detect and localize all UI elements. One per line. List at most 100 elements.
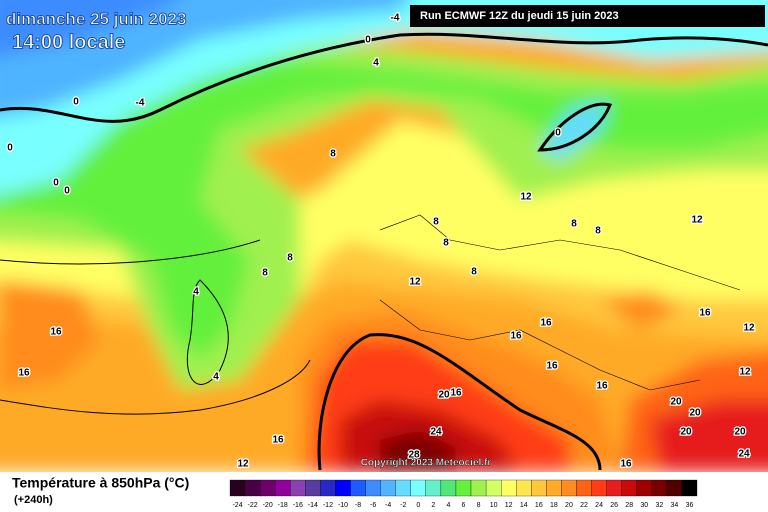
legend-title: Température à 850hPa (°C) <box>12 475 189 491</box>
colorbar-swatch <box>259 479 276 497</box>
colorbar-swatch <box>516 479 532 497</box>
contour-label: 0 <box>73 97 79 108</box>
temperature-field <box>0 0 768 472</box>
contour-label: 16 <box>272 435 284 446</box>
contour-label: 0 <box>53 178 59 189</box>
colorbar-tick-label: -10 <box>338 502 348 509</box>
isotherms <box>0 32 768 471</box>
colorbar-tick-label: -16 <box>293 502 303 509</box>
forecast-date: dimanche 25 juin 2023 <box>6 9 186 28</box>
colorbar-swatch <box>229 479 246 497</box>
colorbar-tick-label: 18 <box>550 502 558 509</box>
forecast-time: 14:00 locale <box>12 31 125 53</box>
contour-label: 4 <box>193 287 199 298</box>
colorbar-swatch <box>531 479 547 497</box>
contour-label: 16 <box>699 308 711 319</box>
contour-label: 20 <box>734 427 746 438</box>
colorbar-tick-label: -22 <box>248 502 258 509</box>
colorbar-tick-label: 4 <box>446 502 450 509</box>
colorbar-tick-label: -14 <box>308 502 318 509</box>
colorbar-tick-label: 26 <box>610 502 618 509</box>
colorbar-swatch <box>410 479 426 497</box>
colorbar-swatch <box>470 479 487 497</box>
contour-label: 20 <box>680 427 692 438</box>
colorbar-tick-label: -20 <box>263 502 273 509</box>
colorbar-swatch <box>455 479 472 497</box>
colorbar-tick-label: 28 <box>625 502 633 509</box>
colorbar-tick-label: 32 <box>655 502 663 509</box>
colorbar-swatch <box>501 479 517 497</box>
colorbar-tick-label: 6 <box>462 502 466 509</box>
colorbar-tick-label: -6 <box>370 502 376 509</box>
contour-label: 4 <box>373 58 379 69</box>
contour-label: 24 <box>430 427 442 438</box>
colorbar-tick-label: 14 <box>520 502 528 509</box>
colorbar-tick-label: 22 <box>580 502 588 509</box>
colorbar-swatch <box>621 479 637 497</box>
contour-label: 12 <box>520 192 532 203</box>
colorbar-swatch <box>485 479 502 497</box>
contour-label: 8 <box>330 149 336 160</box>
contour-label: 8 <box>571 219 577 230</box>
colorbar-swatch <box>290 479 306 497</box>
colorbar-swatch <box>335 479 351 497</box>
contour-label: 20 <box>689 408 701 419</box>
colorbar-swatch <box>546 479 562 497</box>
colorbar-tick-label: 2 <box>431 502 435 509</box>
colorbar-swatch <box>320 479 336 497</box>
colorbar-tick-label: 0 <box>416 502 420 509</box>
contour-label: 12 <box>739 367 751 378</box>
contour-label: 28 <box>408 450 420 461</box>
colorbar-tick-label: 16 <box>535 502 543 509</box>
colorbar-swatch <box>275 479 291 497</box>
contour-label: 8 <box>595 226 601 237</box>
colorbar-swatch <box>380 479 396 497</box>
contour-label: 8 <box>287 253 293 264</box>
colorbar-swatch <box>606 479 622 497</box>
contour-label: 8 <box>471 267 477 278</box>
contour-label: -4 <box>391 13 400 24</box>
colorbar-swatch <box>244 479 261 497</box>
colorbar-swatch <box>636 479 652 497</box>
contour-label: 16 <box>450 388 462 399</box>
colorbar-swatch <box>395 479 411 497</box>
colorbar-tick-label: -2 <box>400 502 406 509</box>
colorbar-tick-label: -4 <box>385 502 391 509</box>
colorbar-swatch <box>576 479 592 497</box>
colorbar-tick-label: -24 <box>232 502 242 509</box>
colorbar-tick-label: 30 <box>640 502 648 509</box>
contour-label: 8 <box>262 268 268 279</box>
contour-label: 16 <box>50 327 62 338</box>
colorbar-swatch <box>591 479 607 497</box>
colorbar-tick-label: -12 <box>323 502 333 509</box>
contour-label: 8 <box>433 217 439 228</box>
colorbar-tick-label: -8 <box>355 502 361 509</box>
colorbar-swatch <box>561 479 577 497</box>
colorbar-swatch <box>305 479 321 497</box>
contour-label: 4 <box>213 372 219 383</box>
contour-label: 12 <box>691 215 703 226</box>
contour-label: 16 <box>18 368 30 379</box>
run-box <box>410 5 765 27</box>
colorbar-tick-label: 8 <box>477 502 481 509</box>
contour-label: 12 <box>237 459 249 470</box>
colorbar-swatch <box>666 479 683 497</box>
contour-label: 16 <box>510 331 522 342</box>
contour-label: 20 <box>670 397 682 408</box>
colorbar-tick-label: 10 <box>490 502 498 509</box>
contour-label: 12 <box>743 323 755 334</box>
colorbar-tick-label: 12 <box>505 502 513 509</box>
contour-label: 0 <box>555 128 561 139</box>
contour-label: 0 <box>64 186 70 197</box>
colorbar: -24 -22 -20 -18 -16 -14 -12 -10 -8 -6 -4 -2 0 2 4 6 8 10 1… <box>229 479 698 509</box>
colorbar-tick-label: 20 <box>565 502 573 509</box>
contour-label: 0 <box>365 35 371 46</box>
colorbar-tick-label: 24 <box>595 502 603 509</box>
colorbar-swatch <box>365 479 381 497</box>
contour-label: 8 <box>443 238 449 249</box>
colorbar-swatch <box>651 479 668 497</box>
contour-label: 16 <box>546 361 558 372</box>
